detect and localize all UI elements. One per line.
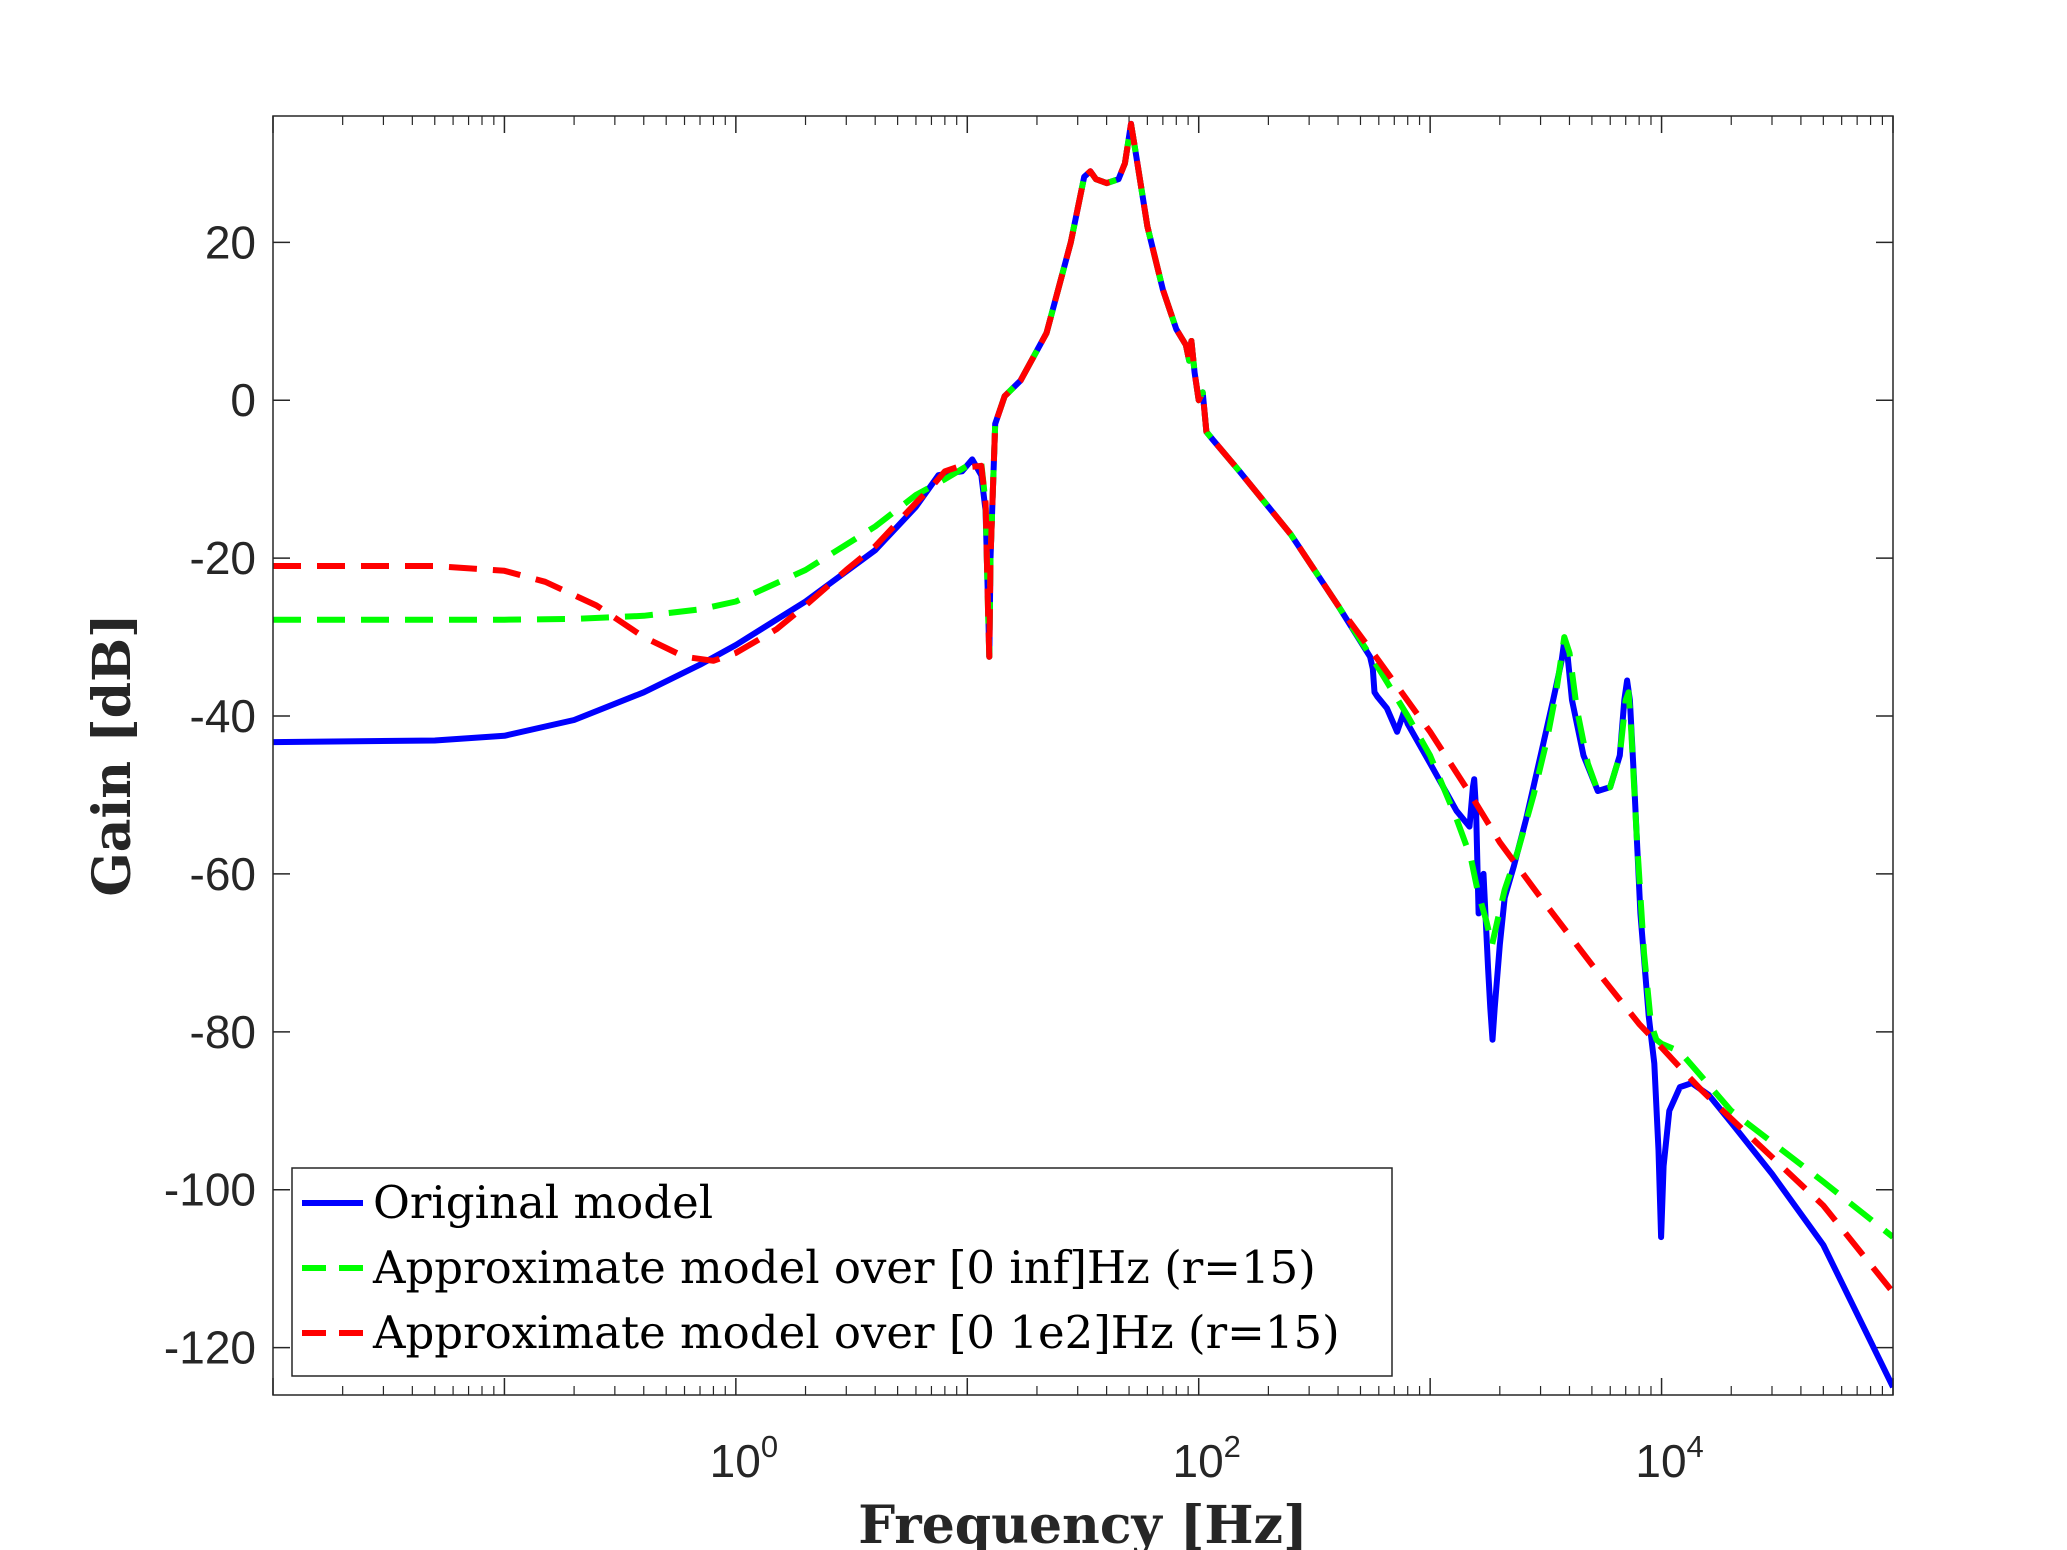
minor-ticks <box>342 116 1884 1395</box>
y-tick-label: -60 <box>190 848 256 900</box>
plot-frame <box>272 115 1894 1396</box>
series-layer <box>273 120 1893 1389</box>
y-tick-label: 0 <box>230 374 256 426</box>
y-tick-label: -20 <box>190 532 256 584</box>
major-ticks <box>272 116 1894 1395</box>
y-axis-label: Gain [dB] <box>82 613 143 896</box>
x-axis-label: Frequency [Hz] <box>858 1495 1307 1550</box>
series-approx-1e2 <box>273 120 1893 1295</box>
legend-label: Approximate model over [0 inf]Hz (r=15) <box>372 1241 1316 1294</box>
tick-labels: 20 0 -20 -40 -60 -80 -100 -120 100 102 104 <box>164 216 1704 1487</box>
x-tick-label: 104 <box>1635 1429 1703 1487</box>
legend-box <box>291 1167 1393 1377</box>
legend-label: Approximate model over [0 1e2]Hz (r=15) <box>372 1306 1340 1359</box>
x-tick-label: 102 <box>1173 1429 1241 1487</box>
legend-label: Original model <box>373 1176 713 1229</box>
y-tick-label: -100 <box>164 1164 256 1216</box>
x-tick-label: 100 <box>710 1429 778 1487</box>
y-tick-label: -80 <box>190 1006 256 1058</box>
y-tick-label: -120 <box>164 1322 256 1374</box>
y-tick-label: -40 <box>190 690 256 742</box>
y-tick-label: 20 <box>205 216 256 268</box>
legend: Original model Approximate model over [0 … <box>291 1167 1393 1377</box>
